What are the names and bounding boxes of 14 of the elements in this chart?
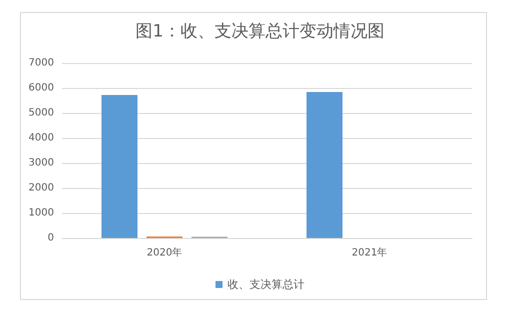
chart-title: 图1：收、支决算总计变动情况图 bbox=[136, 22, 384, 42]
y-tick-label: 7000 bbox=[28, 58, 54, 68]
x-tick-label: 2020年 bbox=[146, 246, 182, 258]
y-tick-label: 0 bbox=[48, 232, 54, 244]
y-tick-label: 2000 bbox=[28, 182, 54, 194]
legend-label: 收、支决算总计 bbox=[228, 278, 304, 291]
y-tick-label: 3000 bbox=[28, 158, 54, 168]
bar bbox=[306, 92, 342, 238]
y-tick-label: 4000 bbox=[28, 132, 54, 144]
bar bbox=[102, 95, 138, 238]
x-tick-label: 2021年 bbox=[352, 246, 388, 258]
y-tick-label: 1000 bbox=[28, 208, 54, 218]
y-tick-label: 6000 bbox=[28, 82, 54, 94]
y-tick-label: 5000 bbox=[28, 108, 54, 118]
